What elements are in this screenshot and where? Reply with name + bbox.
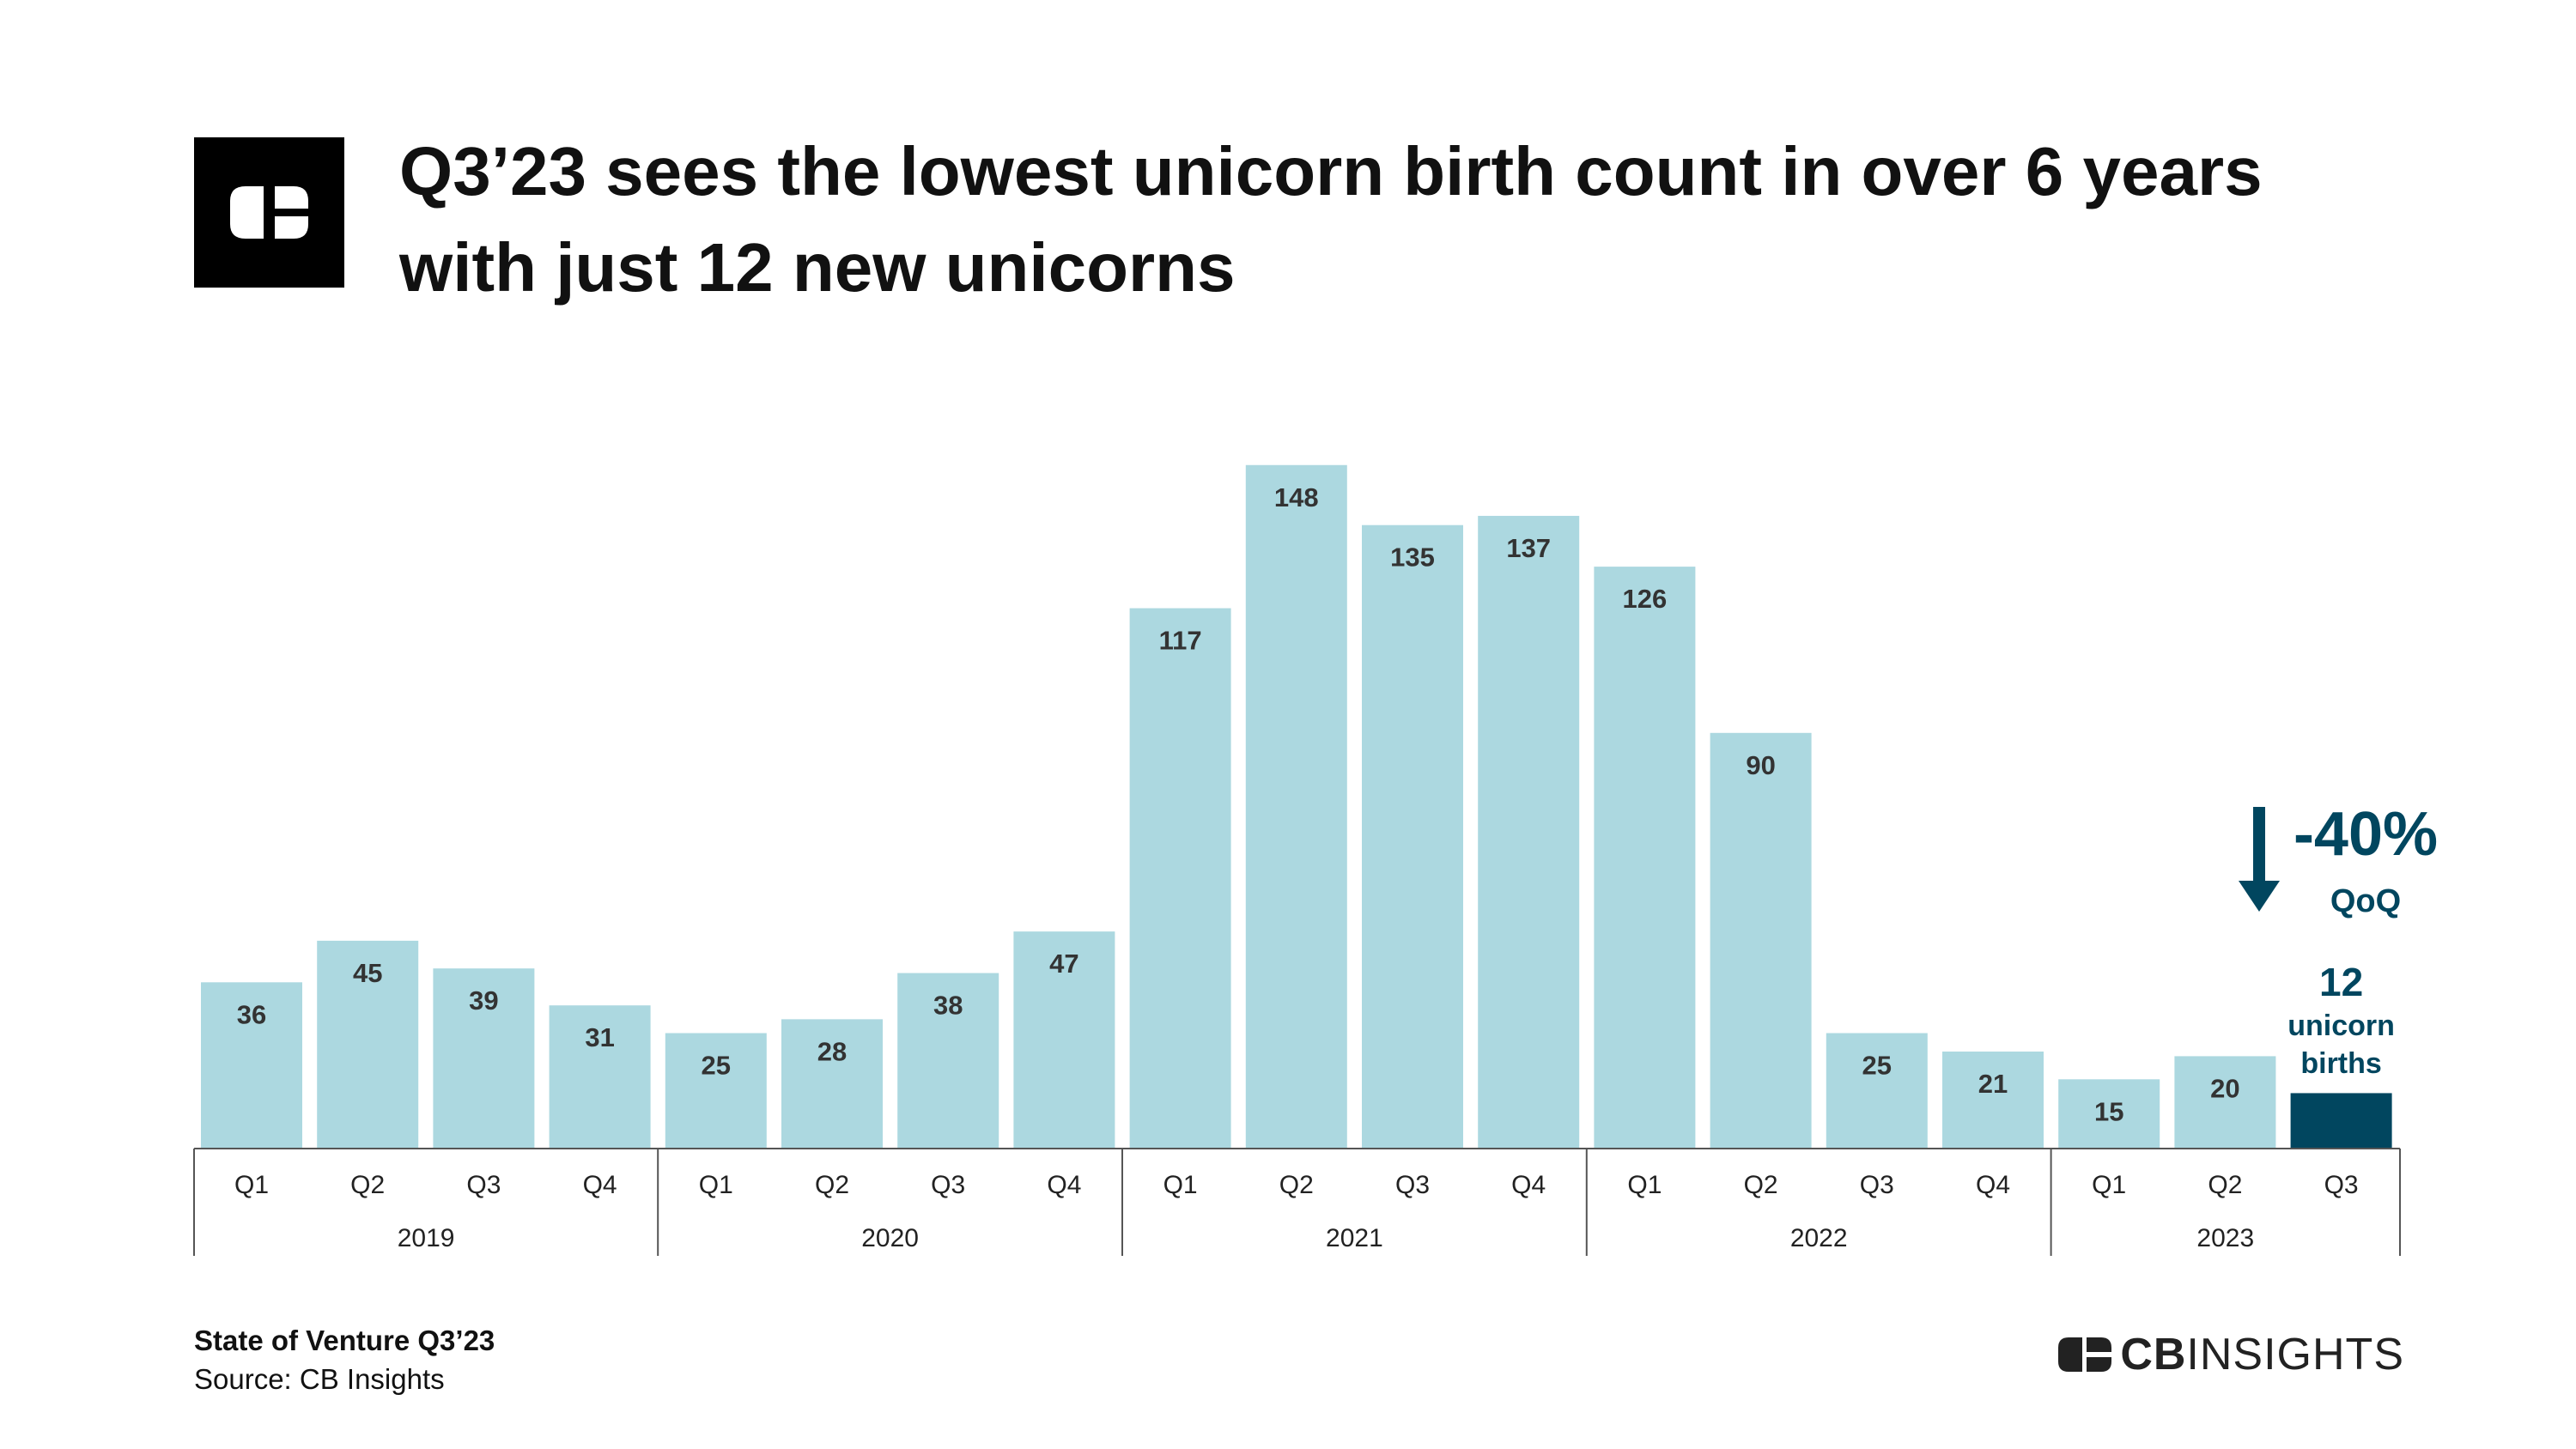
quarter-tick-label: Q3 (931, 1171, 965, 1199)
quarter-tick-label: Q3 (2324, 1171, 2359, 1199)
chart-title-line2: with just 12 new unicorns (399, 229, 1236, 306)
data-label: 47 (1049, 949, 1078, 979)
bar-2019-q4 (549, 1005, 651, 1149)
bar-2021-q2 (1245, 464, 1347, 1149)
data-label: 148 (1274, 482, 1319, 512)
data-label: 28 (817, 1036, 847, 1066)
data-label: 31 (585, 1022, 614, 1052)
bar-2022-q4 (1942, 1052, 2044, 1149)
quarter-tick-label: Q1 (1163, 1171, 1198, 1199)
year-label-2023: 2023 (2196, 1224, 2254, 1252)
bar-2019-q1 (201, 982, 302, 1149)
quarter-tick-label: Q4 (1976, 1171, 2010, 1199)
quarter-tick-label: Q1 (699, 1171, 733, 1199)
bar-2023-q2 (2174, 1056, 2276, 1149)
cb-insights-brand: CBINSIGHTS (2058, 1329, 2404, 1380)
data-label: 137 (1506, 533, 1551, 563)
quarter-tick-label: Q4 (1047, 1171, 1081, 1199)
data-label: 117 (1159, 626, 1202, 656)
quarter-tick-label: Q3 (1395, 1171, 1430, 1199)
quarter-tick-label: Q1 (2092, 1171, 2126, 1199)
brand-wordmark: CBINSIGHTS (2120, 1329, 2404, 1380)
bar-2019-q3 (433, 968, 535, 1149)
data-label: 21 (1978, 1069, 2008, 1099)
quarter-tick-label: Q4 (1511, 1171, 1546, 1199)
highlight-label-line1: unicorn (2287, 1009, 2395, 1042)
data-label: 15 (2094, 1096, 2123, 1126)
bar-2019-q2 (317, 940, 419, 1149)
bar-2021-q4 (1478, 515, 1580, 1149)
cb-logo-badge (194, 137, 344, 288)
cb-mark-icon (2058, 1337, 2112, 1372)
data-label: 135 (1390, 543, 1435, 573)
bar-2021-q3 (1362, 524, 1463, 1149)
data-label: 36 (237, 999, 266, 1029)
data-label: 38 (933, 991, 963, 1021)
highlight-value-label: 12 (2319, 960, 2363, 1004)
quarter-tick-label: Q1 (234, 1171, 269, 1199)
footer-source: Source: CB Insights (194, 1363, 445, 1395)
data-label: 126 (1623, 584, 1668, 614)
bar-2020-q1 (665, 1033, 767, 1149)
quarter-tick-label: Q4 (583, 1171, 617, 1199)
highlight-label-line2: births (2300, 1047, 2381, 1080)
data-label: 45 (353, 958, 382, 988)
data-label: 20 (2210, 1073, 2239, 1103)
quarter-tick-label: Q3 (1860, 1171, 1894, 1199)
chart-title-line1: Q3’23 sees the lowest unicorn birth coun… (399, 133, 2263, 209)
change-qoq-label: QoQ (2330, 883, 2401, 919)
bar-2022-q2 (1710, 732, 1812, 1149)
year-label-2022: 2022 (1790, 1224, 1848, 1252)
bar-2023-q1 (2058, 1079, 2160, 1149)
quarter-tick-label: Q2 (1279, 1171, 1314, 1199)
quarter-tick-label: Q2 (1744, 1171, 1778, 1199)
data-label: 90 (1746, 750, 1775, 780)
quarter-tick-label: Q3 (466, 1171, 501, 1199)
change-percent-label: -40% (2293, 800, 2438, 869)
year-label-2021: 2021 (1326, 1224, 1383, 1252)
quarter-tick-label: Q2 (2208, 1171, 2242, 1199)
quarter-tick-label: Q2 (815, 1171, 849, 1199)
data-label: 25 (702, 1051, 731, 1081)
down-arrow-icon (2253, 807, 2265, 884)
quarter-tick-label: Q1 (1627, 1171, 1662, 1199)
year-label-2020: 2020 (861, 1224, 919, 1252)
year-label-2019: 2019 (398, 1224, 455, 1252)
bar-2021-q1 (1129, 608, 1231, 1149)
footer-report-title: State of Venture Q3’23 (194, 1325, 495, 1356)
data-label: 25 (1862, 1051, 1892, 1081)
bar-2020-q4 (1013, 931, 1115, 1149)
brand-wordmark-rest: INSIGHTS (2186, 1330, 2404, 1379)
down-arrow-head-icon (2239, 881, 2280, 912)
bar-2023-q3 (2290, 1093, 2392, 1149)
brand-wordmark-bold: CB (2120, 1330, 2187, 1379)
chart-title: Q3’23 sees the lowest unicorn birth coun… (399, 124, 2460, 316)
data-label: 39 (469, 985, 498, 1016)
quarter-tick-label: Q2 (350, 1171, 385, 1199)
bar-2022-q3 (1826, 1033, 1928, 1149)
bar-2022-q1 (1594, 567, 1696, 1149)
bar-2020-q3 (897, 973, 999, 1149)
bar-2020-q2 (781, 1019, 883, 1149)
cb-logo-icon (230, 186, 308, 239)
